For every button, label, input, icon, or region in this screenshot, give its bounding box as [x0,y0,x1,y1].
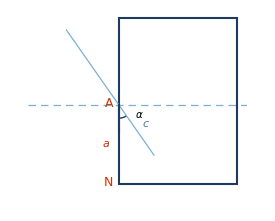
Text: c: c [142,118,148,129]
Text: a: a [102,139,109,149]
Text: A: A [105,97,114,110]
Text: N: N [104,176,114,189]
Bar [119,18,237,184]
Text: α: α [135,110,142,120]
